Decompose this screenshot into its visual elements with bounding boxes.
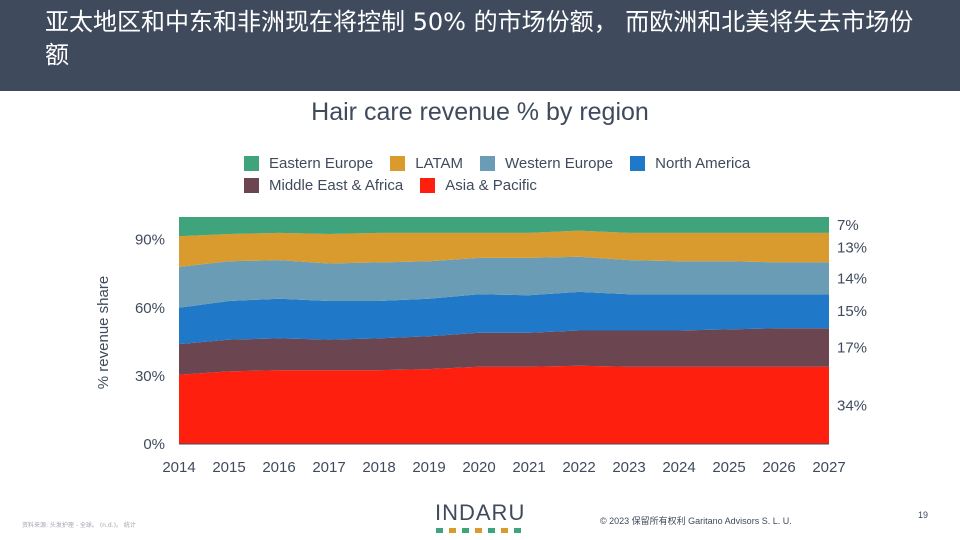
- logo-dot: [436, 528, 443, 533]
- end-value-label: 34%: [837, 397, 867, 414]
- legend-label: LATAM: [415, 154, 464, 172]
- x-tick-label: 2024: [662, 459, 695, 476]
- x-tick-label: 2021: [512, 459, 545, 476]
- logo-dot: [475, 528, 482, 533]
- legend-swatch: [244, 177, 259, 193]
- legend-row: Middle East & Africa Asia & Pacific: [244, 174, 767, 196]
- end-value-label: 17%: [837, 340, 867, 357]
- y-tick-label: 60%: [135, 300, 165, 317]
- x-tick-label: 2014: [162, 459, 195, 476]
- legend-label: Asia & Pacific: [445, 176, 537, 194]
- legend-item-middle-east-africa: Middle East & Africa: [244, 177, 403, 194]
- legend-swatch: [630, 155, 646, 171]
- copyright-text: © 2023 保留所有权利 Garitano Advisors S. L. U.: [600, 516, 792, 526]
- logo-dot: [501, 528, 508, 533]
- legend-item-western-europe: Western Europe: [480, 155, 613, 172]
- x-tick-label: 2025: [712, 459, 745, 476]
- y-axis-label: % revenue share: [95, 276, 112, 389]
- chart-legend: Eastern Europe LATAM Western Europe Nort…: [244, 152, 767, 196]
- legend-item-latam: LATAM: [390, 155, 463, 172]
- legend-row: Eastern Europe LATAM Western Europe Nort…: [244, 152, 767, 174]
- legend-label: North America: [655, 154, 751, 172]
- x-tick-label: 2019: [412, 459, 445, 476]
- area-latam: [179, 230, 829, 267]
- area-asia-pacific: [179, 365, 829, 444]
- legend-swatch: [390, 155, 406, 171]
- legend-label: Middle East & Africa: [269, 176, 404, 194]
- end-value-label: 7%: [837, 217, 859, 234]
- area-western-europe: [179, 256, 829, 308]
- x-tick-label: 2022: [562, 459, 595, 476]
- legend-swatch: [420, 177, 436, 193]
- end-value-label: 15%: [837, 303, 867, 320]
- x-tick-label: 2018: [362, 459, 395, 476]
- page-number: 19: [918, 510, 929, 520]
- title-banner: 亚太地区和中东和非洲现在将控制 50% 的市场份额， 而欧洲和北美将失去市场份额: [0, 0, 960, 91]
- page-title: 亚太地区和中东和非洲现在将控制 50% 的市场份额， 而欧洲和北美将失去市场份额: [45, 8, 914, 69]
- x-tick-label: 2017: [312, 459, 345, 476]
- x-tick-label: 2023: [612, 459, 645, 476]
- legend-swatch: [244, 155, 259, 171]
- chart-title: Hair care revenue % by region: [311, 98, 649, 126]
- legend-item-eastern-europe: Eastern Europe: [244, 155, 373, 172]
- legend-label: Western Europe: [505, 154, 614, 172]
- logo-dot: [488, 528, 495, 533]
- x-tick-label: 2027: [812, 459, 845, 476]
- source-note: 资料来源: 头发护理 - 全球。 (n.d.)。 统计: [22, 522, 136, 529]
- area-middle-east-africa: [179, 328, 829, 375]
- x-tick-label: 2016: [262, 459, 295, 476]
- end-value-label: 14%: [837, 270, 867, 287]
- x-tick-label: 2015: [212, 459, 245, 476]
- x-tick-label: 2026: [762, 459, 795, 476]
- x-tick-label: 2020: [462, 459, 495, 476]
- legend-item-north-america: North America: [630, 155, 750, 172]
- y-tick-label: 30%: [135, 368, 165, 385]
- legend-swatch: [480, 155, 496, 171]
- area-eastern-europe: [179, 217, 829, 237]
- legend-item-asia-pacific: Asia & Pacific: [420, 177, 537, 194]
- end-value-label: 13%: [837, 240, 867, 257]
- logo-dot: [462, 528, 469, 533]
- y-tick-label: 0%: [143, 436, 165, 453]
- logo-dot: [514, 528, 521, 533]
- logo-dots: [436, 528, 527, 533]
- legend-label: Eastern Europe: [269, 154, 374, 172]
- logo-dot: [449, 528, 456, 533]
- area-north-america: [179, 291, 829, 345]
- company-logo: INDARU: [435, 500, 526, 525]
- y-tick-label: 90%: [135, 232, 165, 249]
